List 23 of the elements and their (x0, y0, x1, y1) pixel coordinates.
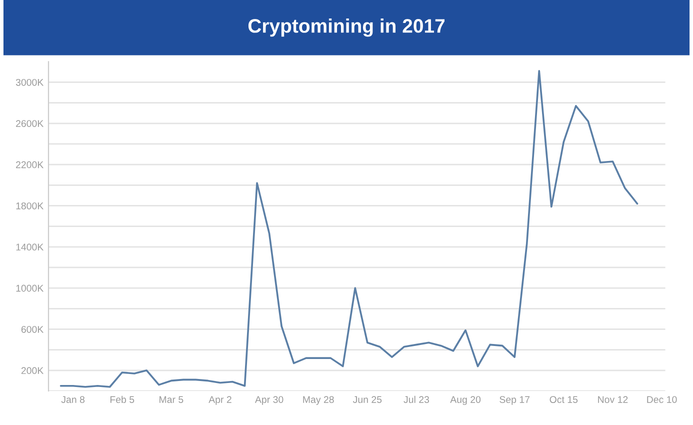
x-tick-label: Aug 20 (450, 396, 481, 405)
x-tick-label: Apr 30 (254, 396, 284, 405)
y-tick-label: 3000K (16, 78, 44, 86)
y-tick-label: 1800K (16, 202, 44, 210)
y-tick-label: 1400K (16, 244, 44, 251)
x-tick-label: Mar 5 (160, 396, 184, 403)
y-tick-label: 1000K (16, 284, 44, 292)
chart-title: Cryptomining in 2017 (248, 18, 445, 37)
x-tick-label: Nov 12 (598, 396, 628, 403)
line-series (60, 70, 638, 388)
y-tick-label: 600K (21, 326, 44, 333)
y-tick-label: 200K (21, 367, 44, 374)
y-tick-label: 2600K (16, 120, 44, 127)
x-tick-label: Feb 5 (110, 396, 134, 403)
x-tick-label: Dec 10 (647, 396, 677, 403)
x-tick-label: Jan 8 (61, 396, 85, 403)
x-tick-label: Jun 25 (352, 396, 382, 403)
x-tick-label: Jul 23 (404, 396, 430, 403)
y-tick-label: 2200K (16, 161, 44, 168)
x-tick-label: Apr 2 (208, 396, 232, 405)
x-tick-label: Sep 17 (500, 396, 530, 405)
x-tick-label: Oct 15 (550, 396, 578, 403)
x-tick-label: May 28 (303, 396, 334, 405)
